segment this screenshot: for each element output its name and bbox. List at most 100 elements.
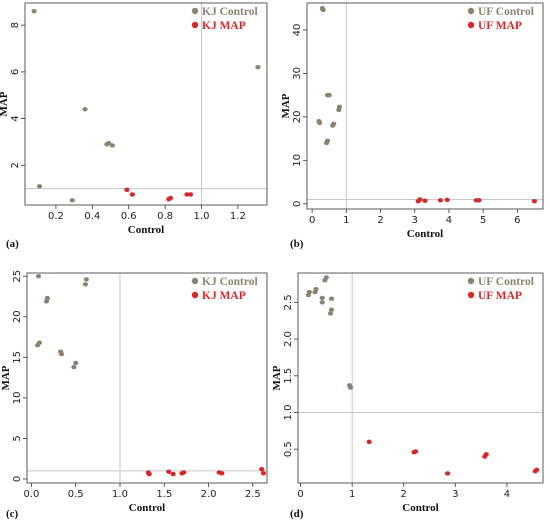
panel-1: 0.2 0.4 0.6 0.8 1.0 1.2 2 4 6 8 Control MAP KJ Contr… xyxy=(0,2,268,250)
data-point xyxy=(324,138,331,143)
y-tick-label: 2.0 xyxy=(283,331,294,347)
x-axis-label: Control xyxy=(402,502,438,514)
series-map xyxy=(415,197,538,204)
y-tick-label: 10 xyxy=(12,391,23,404)
series-control xyxy=(316,6,343,146)
data-point xyxy=(184,192,190,197)
plot-frame xyxy=(297,272,544,484)
legend-marker xyxy=(191,291,199,299)
series-map xyxy=(366,439,540,476)
x-tick-label: 1.0 xyxy=(194,211,210,222)
y-tick-label: 4 xyxy=(10,115,21,121)
data-point xyxy=(36,184,43,189)
panel-2: 0 1 2 3 4 5 6 0 10 20 30 40 Control MAP UF Control UF M… xyxy=(280,2,544,250)
x-tick-label: 6 xyxy=(514,215,520,226)
x-tick-label: 3 xyxy=(412,215,418,226)
y-axis-label: MAP xyxy=(280,93,292,118)
y-tick-label: 40 xyxy=(292,24,303,37)
y-tick-label: 0.5 xyxy=(283,441,294,457)
y-tick-label: 1.0 xyxy=(283,405,294,421)
legend: KJ Control KJ MAP xyxy=(191,6,258,32)
data-point xyxy=(328,307,335,312)
data-point xyxy=(437,198,443,203)
data-point xyxy=(326,92,332,98)
y-tick-label: 2.5 xyxy=(283,294,294,310)
legend-marker xyxy=(467,277,475,285)
y-tick-label: 25 xyxy=(12,270,23,283)
x-tick-label: 0.6 xyxy=(121,211,137,222)
data-point xyxy=(255,65,261,70)
data-point xyxy=(106,140,112,146)
legend-label: KJ Control xyxy=(202,276,258,288)
y-tick-label: 1.5 xyxy=(283,368,294,384)
data-point xyxy=(327,311,334,316)
y-axis-label: MAP xyxy=(0,91,10,116)
data-point xyxy=(422,198,428,203)
x-tick-label: 0.4 xyxy=(84,211,100,222)
data-point xyxy=(219,471,225,476)
plot-frame xyxy=(24,2,268,206)
legend-label: UF MAP xyxy=(478,20,522,32)
legend-label: UF MAP xyxy=(478,290,522,302)
data-point xyxy=(331,121,337,127)
data-point xyxy=(129,192,135,197)
y-tick-label: 0 xyxy=(292,201,303,207)
data-point xyxy=(82,282,89,287)
data-point xyxy=(444,471,451,476)
data-point xyxy=(336,104,343,110)
data-point xyxy=(476,198,482,203)
legend-marker xyxy=(467,7,475,15)
legend-label: UF Control xyxy=(478,6,534,18)
data-point xyxy=(109,143,115,148)
data-point xyxy=(181,470,187,475)
data-point xyxy=(534,467,540,472)
x-tick-label: 2 xyxy=(377,215,383,226)
legend: UF Control UF MAP xyxy=(467,6,534,32)
data-point xyxy=(146,471,152,477)
data-point xyxy=(31,8,37,14)
x-tick-label: 2.5 xyxy=(245,489,261,500)
x-tick-label: 1.0 xyxy=(112,489,128,500)
legend-label: KJ MAP xyxy=(202,290,246,302)
x-tick-label: 3 xyxy=(452,489,458,500)
data-point xyxy=(187,192,194,197)
y-tick-label: 6 xyxy=(10,69,21,75)
data-point xyxy=(348,385,354,390)
data-point xyxy=(328,296,335,301)
data-point xyxy=(73,360,79,366)
x-tick-label: 1 xyxy=(343,215,349,226)
data-point xyxy=(71,364,77,370)
x-tick-label: 0.5 xyxy=(68,489,84,500)
plot-frame xyxy=(306,2,544,210)
data-point xyxy=(36,340,42,345)
legend: UF Control UF MAP xyxy=(467,276,534,302)
x-tick-label: 5 xyxy=(480,215,486,226)
data-point xyxy=(417,197,423,202)
data-point xyxy=(35,274,42,279)
data-point xyxy=(483,452,489,457)
y-axis-label: MAP xyxy=(0,365,12,390)
data-point xyxy=(413,449,419,454)
legend-marker xyxy=(191,277,199,285)
panel-label: (d) xyxy=(290,508,304,520)
y-tick-label: 10 xyxy=(292,154,303,167)
data-point xyxy=(83,277,89,282)
legend: KJ Control KJ MAP xyxy=(191,276,258,302)
data-point xyxy=(260,471,267,476)
series-control xyxy=(305,275,354,390)
panel-label: (a) xyxy=(6,238,19,250)
data-point xyxy=(319,300,325,305)
y-tick-label: 5 xyxy=(12,435,23,441)
x-tick-label: 0 xyxy=(309,215,315,226)
y-tick-label: 20 xyxy=(12,310,23,323)
data-point xyxy=(69,198,75,203)
legend-label: KJ MAP xyxy=(202,20,246,32)
x-tick-label: 2 xyxy=(401,489,407,500)
x-tick-label: 1.2 xyxy=(230,211,246,222)
legend-label: KJ Control xyxy=(202,6,258,18)
x-tick-label: 4 xyxy=(446,215,452,226)
plot-frame xyxy=(26,272,268,484)
x-axis-label: Control xyxy=(128,224,164,236)
data-point xyxy=(317,120,323,126)
